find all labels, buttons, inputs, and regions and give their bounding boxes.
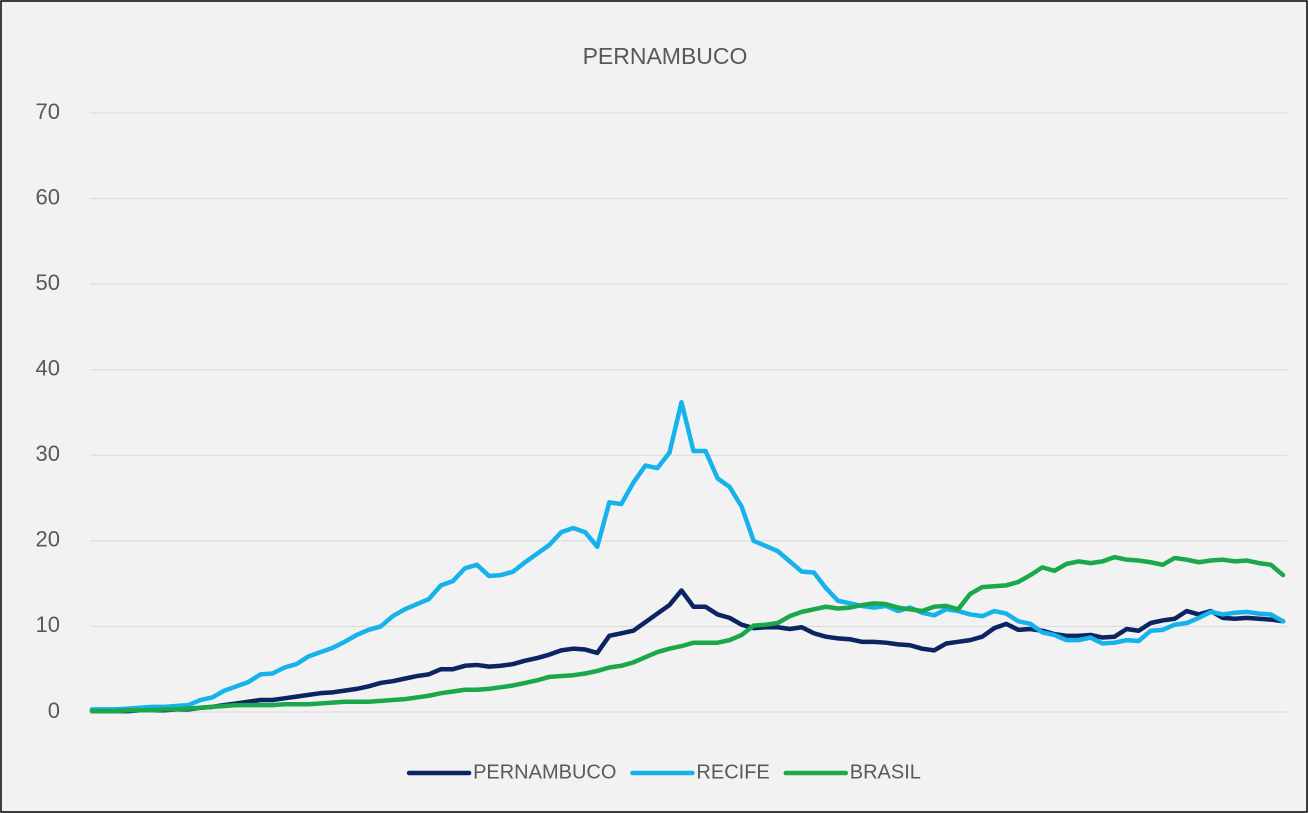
y-tick-label: 20 (36, 527, 60, 552)
y-tick-label: 60 (36, 184, 60, 209)
y-tick-label: 10 (36, 612, 60, 637)
line-series (89, 554, 1286, 714)
legend-label: RECIFE (696, 761, 769, 783)
line-series (89, 399, 1286, 712)
y-tick-label: 70 (36, 99, 60, 124)
legend-label: PERNAMBUCO (473, 761, 616, 783)
legend: PERNAMBUCO RECIFE BRASIL (406, 761, 921, 783)
line-series (89, 588, 1286, 714)
y-tick-label: 30 (36, 441, 60, 466)
y-tick-label: 50 (36, 270, 60, 295)
legend-label: BRASIL (850, 761, 921, 783)
y-tick-label: 40 (36, 356, 60, 381)
chart-title: PERNAMBUCO (583, 43, 748, 69)
y-tick-label: 0 (48, 698, 60, 723)
